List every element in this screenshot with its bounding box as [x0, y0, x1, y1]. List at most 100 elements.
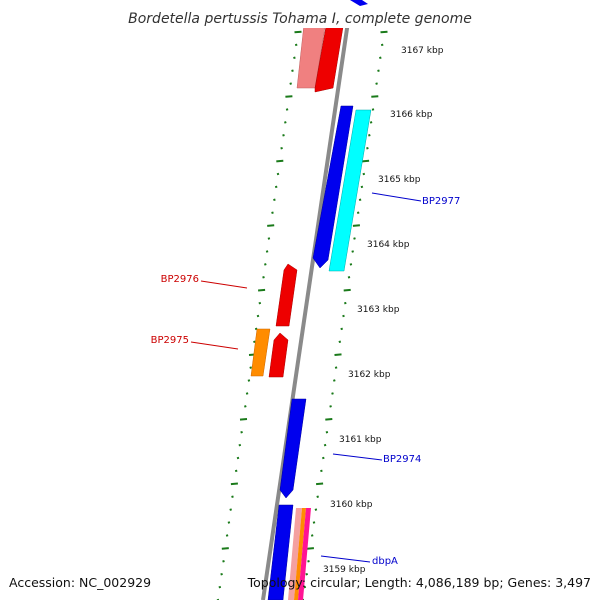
- outer-track-mark: [325, 430, 329, 434]
- inner-track-mark: [221, 547, 229, 550]
- outer-track-mark: [320, 469, 323, 473]
- inner-track-mark: [218, 585, 222, 589]
- outer-track-mark: [333, 379, 336, 382]
- leader-line-dbpa: [320, 555, 371, 563]
- inner-track-mark: [285, 108, 289, 111]
- outer-track-mark: [362, 159, 370, 163]
- gene-dbpa-light[interactable]: [288, 508, 302, 600]
- gene-bp2976[interactable]: [275, 263, 298, 327]
- outer-track-mark: [375, 82, 378, 85]
- outer-dotted-track: [301, 30, 388, 600]
- inner-track-mark: [267, 237, 271, 240]
- gene-bp2977-cyan[interactable]: [328, 109, 372, 272]
- inner-track-mark: [273, 198, 276, 202]
- gene-label-bp2974[interactable]: BP2974: [383, 454, 421, 465]
- outer-track-mark: [306, 547, 314, 550]
- outer-track-mark: [369, 121, 373, 124]
- inner-track-mark: [229, 508, 232, 511]
- leader-line-bp2974: [332, 453, 383, 461]
- outer-track-mark: [322, 456, 325, 460]
- inner-track-mark: [231, 495, 234, 498]
- tick-label: 3159 kbp: [323, 565, 366, 575]
- gene-bp2977-blue[interactable]: [312, 105, 354, 269]
- tick-label: 3164 kbp: [367, 240, 410, 250]
- inner-track-mark: [249, 366, 252, 369]
- outer-track-mark: [371, 95, 379, 98]
- inner-track-mark: [244, 405, 247, 408]
- outer-track-mark: [380, 30, 388, 34]
- gene-reverse-top-edge[interactable]: [350, 0, 368, 6]
- gene-bp2975-orange[interactable]: [250, 328, 271, 377]
- gene-label-dbpa[interactable]: dbpA: [372, 556, 398, 567]
- gene-bp2975-red[interactable]: [268, 332, 289, 378]
- outer-track-mark: [360, 185, 364, 189]
- inner-track-mark: [294, 43, 298, 47]
- gene-label-bp2975[interactable]: BP2975: [151, 335, 189, 346]
- outer-track-mark: [368, 134, 371, 137]
- inner-track-mark: [294, 30, 302, 34]
- inner-track-mark: [285, 95, 293, 98]
- outer-track-mark: [371, 108, 375, 111]
- inner-track-mark: [230, 482, 238, 486]
- tick-label: 3165 kbp: [378, 175, 421, 185]
- outer-track-mark: [312, 521, 316, 524]
- outer-track-mark: [342, 314, 345, 318]
- inner-track-mark: [225, 534, 229, 537]
- outer-track-mark: [303, 585, 307, 589]
- inner-track-mark: [267, 224, 275, 227]
- tick-labels: 3167 kbp 3166 kbp 3165 kbp 3164 kbp 3163…: [323, 46, 444, 575]
- inner-track-mark: [258, 288, 266, 292]
- inner-track-mark: [274, 185, 278, 189]
- inner-track-mark: [264, 263, 267, 266]
- inner-track-mark: [256, 314, 260, 318]
- inner-track-mark: [276, 159, 284, 163]
- inner-track-mark: [258, 301, 262, 305]
- tick-label: 3160 kbp: [330, 500, 373, 510]
- inner-track-mark: [253, 340, 256, 344]
- outer-track-mark: [307, 560, 310, 563]
- inner-track-mark: [245, 392, 249, 395]
- genome-summary: Topology: circular; Length: 4,086,189 bp…: [247, 575, 591, 590]
- inner-track-mark: [236, 456, 240, 460]
- inner-track-mark: [276, 172, 280, 176]
- inner-track-mark: [289, 82, 292, 85]
- inner-track-mark: [222, 560, 225, 563]
- outer-track-mark: [358, 198, 362, 202]
- accession-label: Accession: NC_002929: [9, 575, 152, 590]
- inner-track-mark: [254, 327, 258, 331]
- gene-bottom-blue[interactable]: [267, 504, 294, 600]
- inner-track-mark: [271, 211, 274, 214]
- leader-line-bp2977: [371, 192, 422, 202]
- inner-track-mark: [238, 443, 242, 447]
- outer-track-mark: [380, 43, 384, 47]
- outer-track-mark: [310, 534, 314, 537]
- outer-track-mark: [356, 211, 360, 214]
- inner-track-mark: [284, 121, 287, 124]
- inner-track-mark: [293, 56, 296, 60]
- gene-dbpa-orange[interactable]: [294, 508, 306, 600]
- outer-track-mark: [334, 366, 338, 369]
- inner-track-mark: [234, 469, 238, 473]
- outer-track-mark: [314, 508, 318, 511]
- inner-track-mark: [265, 250, 269, 253]
- gene-label-bp2976[interactable]: BP2976: [161, 274, 199, 285]
- outer-track-mark: [379, 56, 382, 60]
- inner-track-mark: [240, 430, 243, 434]
- outer-track-mark: [347, 276, 351, 279]
- gene-dbpa-magenta[interactable]: [298, 508, 311, 600]
- tick-label: 3166 kbp: [390, 110, 433, 120]
- outer-track-mark: [305, 572, 308, 576]
- outer-track-mark: [344, 301, 347, 305]
- gene-label-bp2977[interactable]: BP2977: [422, 196, 460, 207]
- outer-track-mark: [351, 250, 354, 253]
- gene-bp2974[interactable]: [279, 398, 307, 499]
- inner-track-mark: [220, 572, 223, 576]
- outer-track-mark: [343, 288, 351, 292]
- outer-track-mark: [331, 392, 334, 395]
- outer-track-mark: [353, 237, 356, 240]
- outer-track-mark: [338, 340, 342, 344]
- outer-track-mark: [334, 353, 342, 356]
- outer-track-mark: [377, 69, 380, 72]
- inner-track-mark: [280, 146, 283, 150]
- map-title: Bordetella pertussis Tohama I, complete …: [128, 11, 472, 27]
